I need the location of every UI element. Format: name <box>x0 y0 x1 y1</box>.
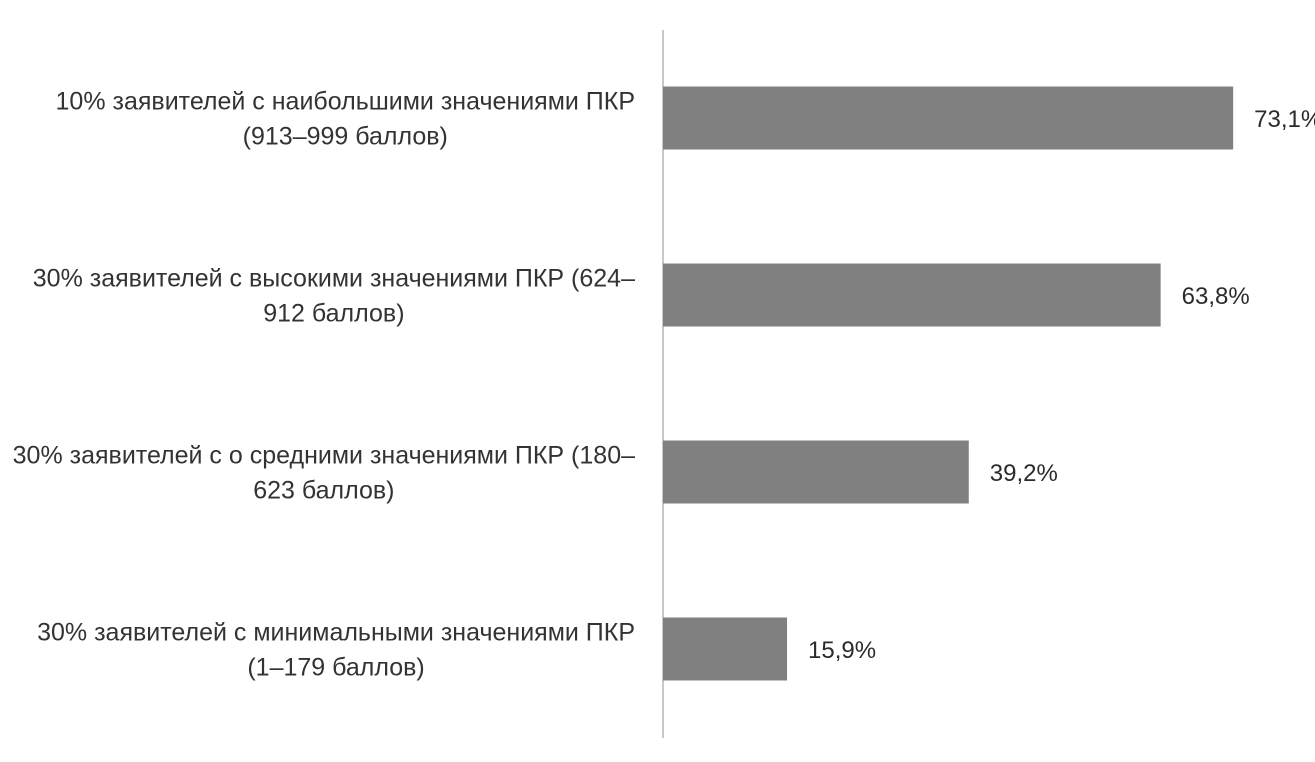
data-label-3: 39,2% <box>990 460 1058 487</box>
category-label-2-line-1: 30% заявителей с высокими значениями ПКР… <box>33 265 635 293</box>
category-label-3-line-2: 623 баллов) <box>253 477 394 505</box>
category-label-1-line-2: (913–999 баллов) <box>243 123 448 151</box>
category-labels-layer: 10% заявителей с наибольшими значениями … <box>13 88 635 682</box>
data-label-2: 63,8% <box>1182 283 1250 310</box>
category-label-2-line-2: 912 баллов) <box>263 300 404 328</box>
bars-layer <box>663 86 1234 681</box>
data-labels-layer: 73,1% 63,8% 39,2% 15,9% <box>808 106 1315 664</box>
bar-2 <box>663 263 1161 327</box>
bar-1 <box>663 86 1234 150</box>
category-label-3-line-1: 30% заявителей с о средними значениями П… <box>13 442 635 470</box>
category-label-1-line-1: 10% заявителей с наибольшими значениями … <box>56 88 635 116</box>
category-label-3: 30% заявителей с о средними значениями П… <box>13 442 635 505</box>
category-label-2: 30% заявителей с высокими значениями ПКР… <box>33 265 635 328</box>
category-label-4-line-1: 30% заявителей с минимальными значениями… <box>37 619 635 647</box>
bar-4 <box>663 617 788 681</box>
data-label-4: 15,9% <box>808 637 876 664</box>
data-label-1: 73,1% <box>1254 106 1315 133</box>
category-label-1: 10% заявителей с наибольшими значениями … <box>56 88 635 151</box>
category-label-4-line-2: (1–179 баллов) <box>247 654 424 682</box>
bar-3 <box>663 440 969 504</box>
category-label-4: 30% заявителей с минимальными значениями… <box>37 619 635 682</box>
